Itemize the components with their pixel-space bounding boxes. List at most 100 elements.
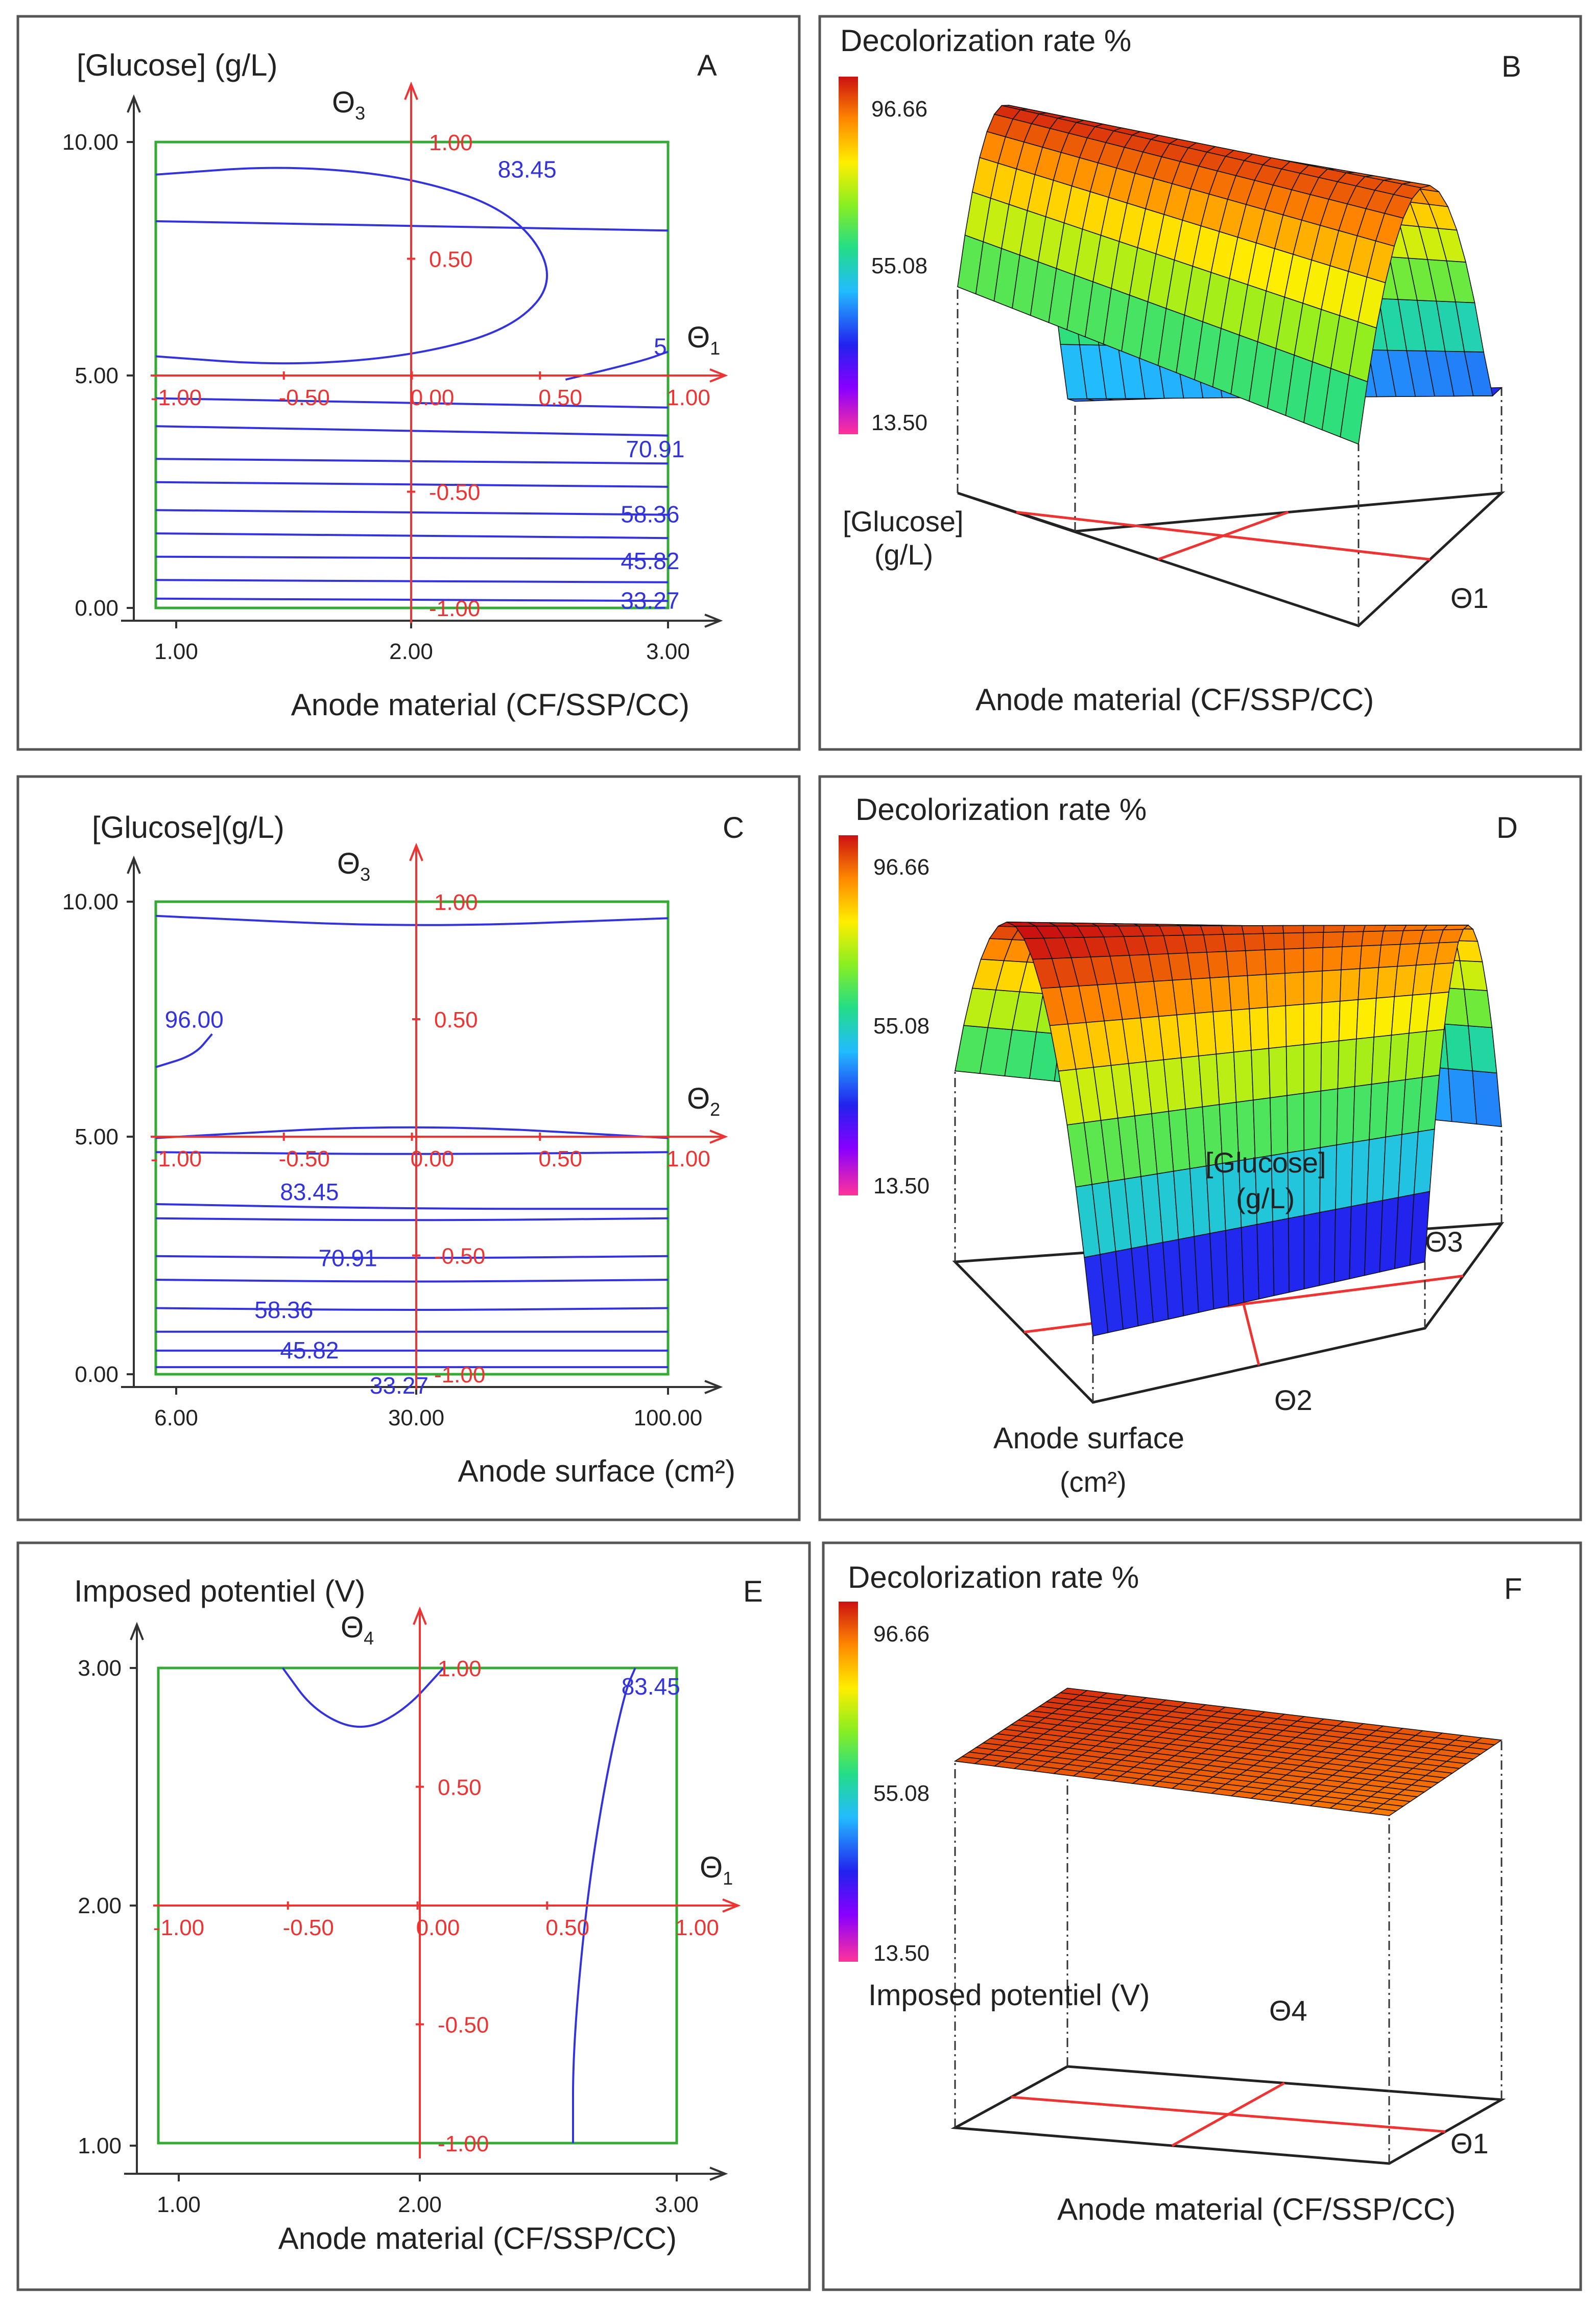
surface-facet (1350, 1139, 1370, 1207)
surface-facet (1383, 925, 1407, 932)
contour-line (155, 509, 669, 516)
contour-line (155, 220, 669, 232)
panel-b-colorbar-tick: 96.66 (871, 97, 927, 122)
contour-line (155, 532, 669, 539)
panel-d-colorbar (839, 835, 858, 1195)
panel-e-letter: E (743, 1575, 763, 1608)
coded-x-tick-label: 0.00 (416, 1915, 460, 1940)
x-axis-arrow (709, 2167, 728, 2181)
coded-y-tick-label: 1.00 (429, 130, 473, 155)
coded-y-tick-label: -0.50 (438, 2013, 489, 2038)
contour-label: 70.91 (626, 436, 684, 462)
panel-d-title: Decolorization rate % (855, 792, 1147, 827)
coded-x-tick-label: -0.50 (283, 1915, 334, 1940)
coded-x-axis-name: Θ1 (687, 321, 720, 359)
surface-facet (1342, 931, 1364, 948)
contour-line (155, 481, 669, 488)
coded-y-tick-label: 1.00 (434, 890, 478, 915)
surface-facet (1361, 930, 1384, 947)
contour-line (155, 597, 669, 602)
surface-facet (1225, 1227, 1245, 1306)
surface-facet (1198, 1053, 1220, 1108)
contour-label: 45.82 (621, 548, 679, 574)
coded-x-axis-name: Θ2 (687, 1082, 720, 1120)
y-tick-label: 5.00 (75, 1124, 118, 1149)
x-axis-arrow (704, 614, 723, 628)
panel-c-frame (16, 775, 801, 1521)
panel-b-colorbar (839, 77, 858, 434)
surface-facet (1228, 975, 1250, 1011)
contour-label: 33.27 (621, 587, 679, 614)
surface-facet (1288, 1215, 1305, 1293)
surface-facet (1243, 933, 1266, 951)
panel-d-letter: D (1496, 811, 1518, 844)
x-tick-label: 6.00 (154, 1405, 198, 1430)
surface-facet (1303, 1002, 1323, 1045)
surface-facet (1321, 969, 1342, 1003)
contour-line (155, 1279, 669, 1283)
surface-facet (1287, 1093, 1305, 1154)
y-tick-label: 0.00 (75, 596, 118, 621)
coded-y-tick-label: -1.00 (438, 2131, 489, 2156)
panel-c-x-title: Anode surface (cm²) (458, 1454, 735, 1488)
coded-x-axis-name-sub: 1 (710, 338, 720, 359)
y-axis-arrow (127, 94, 141, 113)
surface-facet (1357, 967, 1379, 1000)
contour-line (155, 458, 669, 465)
surface-facet (1203, 934, 1227, 953)
coded-y-tick-label: 0.50 (429, 247, 473, 272)
surface-facet (1378, 944, 1401, 968)
surface-facet (1303, 932, 1324, 949)
surface-facet (1247, 974, 1268, 1009)
surface-facet (1233, 1050, 1254, 1103)
coded-y-tick-label: 1.00 (438, 1656, 482, 1681)
surface-facet (1206, 951, 1229, 979)
contour-line (155, 555, 669, 560)
panel-f-frame (822, 1541, 1582, 2291)
surface-facet (1226, 950, 1248, 977)
surface-facet (1409, 1191, 1431, 1266)
coded-x-axis-name: Θ1 (700, 1851, 733, 1889)
panel-b-depth-label2: (g/L) (874, 538, 933, 571)
surface-facet (1468, 1025, 1497, 1074)
coded-x-arrow (722, 1898, 741, 1913)
surface-facet (1375, 966, 1398, 999)
surface-facet (1303, 925, 1325, 933)
surface-facet (1245, 949, 1267, 976)
surface-facet (1363, 925, 1387, 932)
panel-f-top-label: Θ4 (1269, 1994, 1307, 2027)
coded-x-tick-label: -1.00 (151, 1146, 202, 1171)
panel-d-x-title2: (cm²) (1060, 1466, 1127, 1498)
contour-line (155, 397, 669, 409)
panel-e: E Imposed potentiel (V) Anode material (… (16, 1541, 811, 2291)
y-tick-label: 10.00 (62, 130, 118, 155)
contour-line (281, 1667, 444, 1728)
panel-b-right-label: Θ1 (1450, 582, 1489, 614)
surface-facet (1183, 934, 1207, 954)
surface-facet (1356, 997, 1377, 1040)
surface-facet (1455, 940, 1483, 962)
surface-facet (1179, 925, 1204, 936)
contour-label: 5 (654, 333, 667, 360)
panel-f-colorbar (839, 1602, 858, 1962)
panel-b-title: Decolorization rate % (840, 24, 1131, 58)
surface-facet (1272, 1218, 1290, 1297)
panel-e-frame (16, 1541, 811, 2291)
surface-facet (1341, 945, 1362, 971)
surface-facet (1354, 1037, 1375, 1087)
coded-x-tick-label: 1.00 (666, 1146, 710, 1171)
panel-a-letter: A (697, 49, 717, 82)
contour-label: 58.36 (254, 1297, 313, 1323)
coded-x-tick-label: -0.50 (279, 385, 330, 410)
contour-line (155, 167, 549, 365)
surface-facet (1320, 1088, 1339, 1148)
panel-e-x-title: Anode material (CF/SSP/CC) (278, 2221, 677, 2255)
contour-label: 83.45 (280, 1179, 339, 1205)
surface-facet (1444, 1023, 1473, 1071)
surface-facet (1261, 925, 1284, 934)
coded-x-tick-label: 0.50 (538, 385, 582, 410)
surface-facet (1241, 925, 1265, 935)
surface-facet (1268, 1046, 1288, 1098)
